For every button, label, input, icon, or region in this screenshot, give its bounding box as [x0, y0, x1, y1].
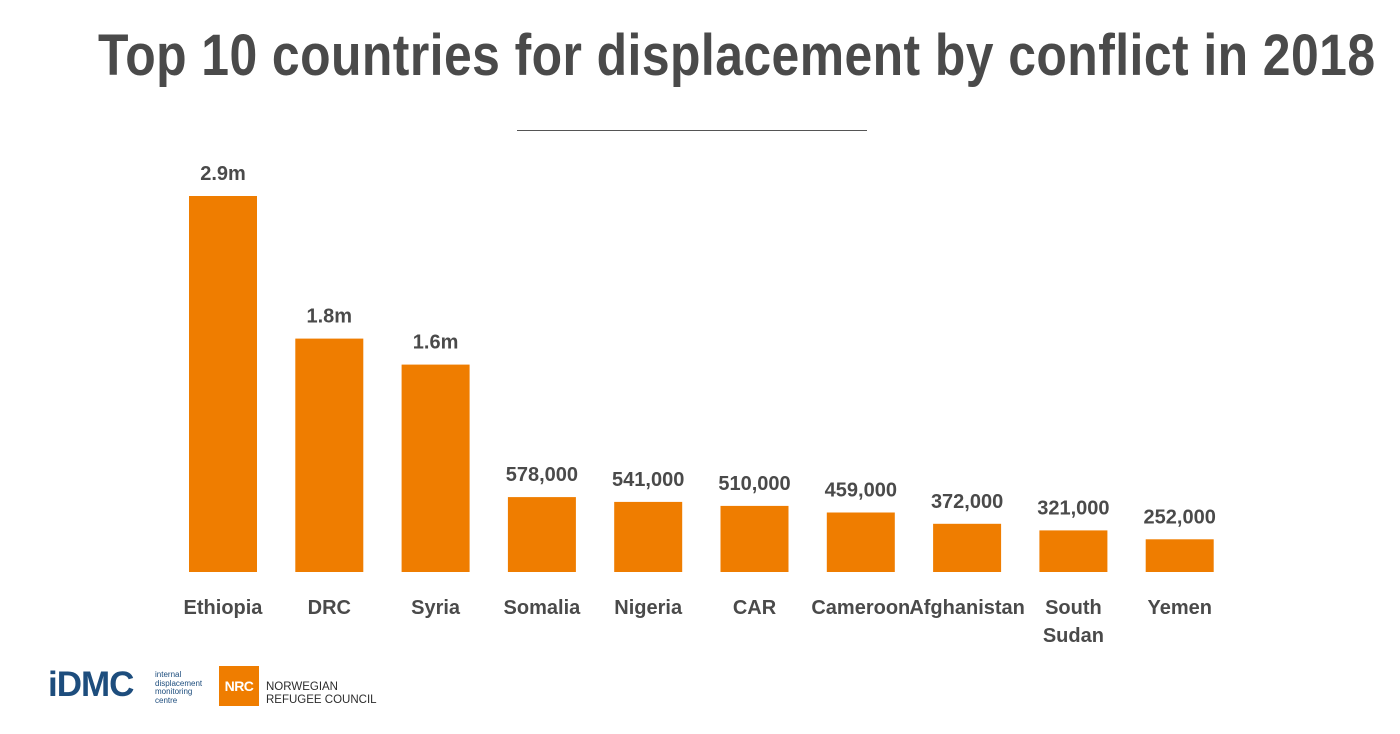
bar-afghanistan [933, 523, 1002, 572]
data-label: 321,000 [1037, 497, 1109, 519]
idmc-wordmark: iDMC [48, 665, 134, 704]
title-divider [517, 130, 867, 131]
category-label: Syria [411, 597, 461, 619]
bar-drc [295, 338, 364, 572]
nrc-logo: NRC NORWEGIAN REFUGEE COUNCIL [219, 666, 399, 708]
category-label: Yemen [1147, 597, 1211, 619]
nrc-name-line: REFUGEE COUNCIL [266, 694, 377, 706]
nrc-name-line: NORWEGIAN [266, 681, 338, 693]
data-label: 372,000 [931, 491, 1003, 513]
category-label: Ethiopia [184, 597, 264, 619]
bar-somalia [507, 497, 576, 572]
bar-ethiopia [189, 196, 257, 572]
bar-syria [401, 364, 470, 572]
category-label: Nigeria [614, 597, 683, 619]
bar-car [720, 505, 789, 572]
data-label: 1.8m [307, 306, 353, 328]
category-label: Sudan [1043, 625, 1104, 647]
bar-south-sudan [1039, 530, 1108, 572]
data-label: 252,000 [1144, 506, 1216, 528]
data-label: 510,000 [718, 473, 790, 495]
data-label: 459,000 [825, 480, 897, 502]
bar-yemen [1145, 539, 1214, 572]
data-label: 578,000 [506, 464, 578, 486]
chart-title: Top 10 countries for displacement by con… [98, 23, 1376, 88]
idmc-subtitle: internal displacement monitoring centre [155, 670, 203, 705]
data-label: 541,000 [612, 469, 684, 491]
idmc-logo: iDMC internal displacement monitoring ce… [48, 664, 208, 710]
category-label: South [1045, 597, 1102, 619]
nrc-name: NORWEGIAN REFUGEE COUNCIL [266, 681, 377, 707]
data-label: 1.6m [413, 332, 459, 354]
idmc-subtitle-line: centre [155, 695, 178, 705]
bar-chart: 2.9m Ethiopia 1.8m DRC 1.6m Syria 578,000 Somal… [184, 163, 1216, 647]
category-label: Afghanistan [909, 597, 1025, 619]
idmc-subtitle-line: displacement [155, 678, 203, 688]
category-label: DRC [308, 597, 351, 619]
idmc-subtitle-line: internal [155, 670, 182, 679]
category-label: CAR [733, 597, 777, 619]
bar-nigeria [614, 501, 683, 572]
data-label: 2.9m [200, 163, 246, 185]
bar-cameroon [826, 512, 895, 572]
idmc-subtitle-line: monitoring [155, 687, 193, 696]
category-label: Somalia [504, 597, 582, 619]
nrc-mark: NRC [219, 666, 259, 706]
category-label: Cameroon [811, 597, 910, 619]
